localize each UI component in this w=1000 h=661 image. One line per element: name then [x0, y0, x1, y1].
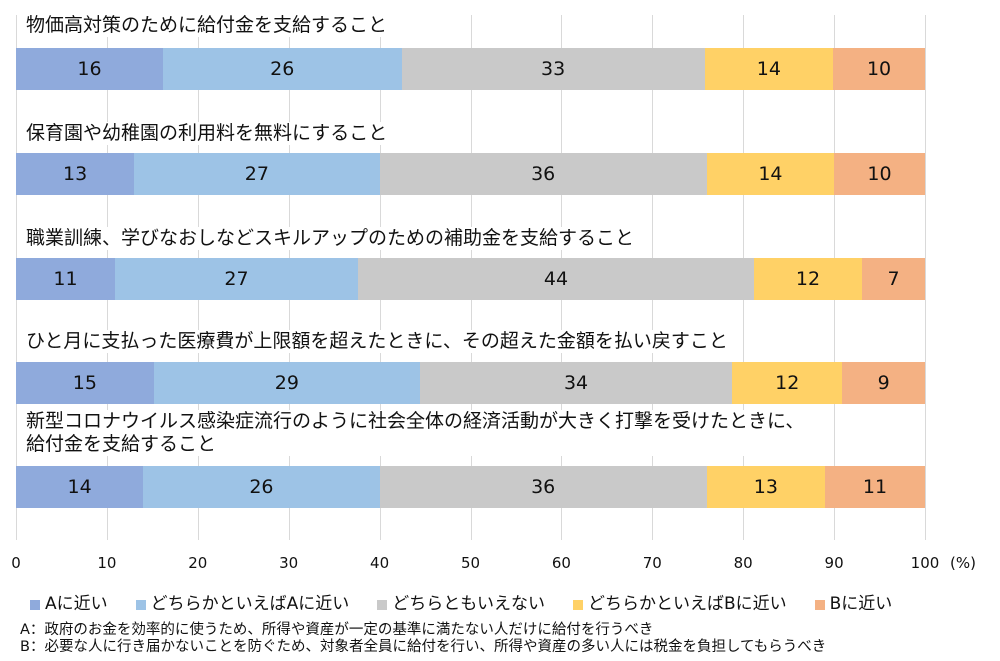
bar-segment: 29	[153, 362, 420, 404]
bar-segment: 27	[115, 258, 358, 300]
x-tick-label: 10	[97, 554, 117, 572]
legend-swatch-icon	[814, 599, 825, 610]
x-tick-label: 90	[824, 554, 844, 572]
bar-segment: 14	[16, 466, 144, 508]
category-label: 保育園や幼稚園の利用料を無料にすること	[26, 122, 392, 145]
stacked-bar: 11 27 44 12 7	[16, 258, 925, 300]
legend-swatch-icon	[572, 599, 583, 610]
legend-label: どちらかといえばAに近い	[150, 594, 350, 614]
legend-swatch-icon	[30, 599, 40, 610]
bar-segment: 36	[379, 466, 707, 508]
x-tick-label: 50	[460, 554, 481, 572]
legend-item: Aに近い	[30, 589, 108, 614]
bar-segment: 12	[754, 258, 862, 300]
bar-segment: 10	[834, 153, 925, 195]
bar-segment: 27	[134, 153, 380, 195]
bar-segment: 14	[706, 153, 835, 195]
bar-segment: 44	[358, 258, 754, 300]
bar-segment: 13	[706, 466, 825, 508]
legend-item: どちらかといえばBに近い	[572, 589, 787, 614]
legend-label: どちらともいえない	[392, 594, 545, 614]
bar-segment: 13	[16, 153, 135, 195]
bar-segment: 11	[824, 466, 925, 508]
legend-label: Aに近い	[45, 594, 108, 614]
legend-item: どちらかといえばAに近い	[135, 589, 350, 614]
bar-segment: 15	[16, 362, 154, 404]
legend: Aに近い どちらかといえばAに近い どちらともいえない どちらかといえばBに近い Bに近…	[30, 589, 920, 614]
stacked-bar: 15 29 34 12 9	[16, 362, 925, 404]
legend-item: Bに近い	[814, 589, 893, 614]
bar-segment: 16	[16, 48, 163, 90]
stacked-bar: 14 26 36 13 11	[16, 466, 925, 508]
category-label: 新型コロナウイルス感染症流行のように社会全体の経済活動が大きく打撃を受けたときに…	[26, 410, 809, 456]
bar-segment: 33	[401, 48, 705, 90]
bar-segment: 10	[833, 48, 925, 90]
bar-segment: 11	[16, 258, 115, 300]
legend-swatch-icon	[135, 599, 146, 610]
bar-segment: 36	[379, 153, 707, 195]
x-tick-label: 70	[642, 554, 662, 572]
x-tick-label: 20	[188, 554, 208, 572]
x-tick-label: 40	[370, 554, 390, 572]
x-tick-label: 60	[551, 554, 571, 572]
legend-label: どちらかといえばBに近い	[587, 594, 787, 614]
category-label: 職業訓練、学びなおしなどスキルアップのための補助金を支給すること	[26, 227, 639, 250]
category-label: ひと月に支払った医療費が上限額を超えたときに、その超えた金額を払い戻すこと	[26, 330, 732, 353]
legend-swatch-icon	[377, 599, 388, 610]
legend-label: Bに近い	[829, 594, 893, 614]
bar-segment: 14	[704, 48, 834, 90]
bar-segment: 26	[143, 466, 380, 508]
bar-segment: 34	[419, 362, 733, 404]
note-a: A：政府のお金を効率的に使うため、所得や資産が一定の基準に満たない人だけに給付を…	[20, 622, 654, 638]
gridline	[925, 15, 926, 540]
bar-segment: 7	[862, 258, 925, 300]
x-tick-label: 80	[733, 554, 753, 572]
bar-segment: 9	[842, 362, 925, 404]
x-tick-label: 100	[910, 554, 940, 572]
stacked-bar: 13 27 36 14 10	[16, 153, 925, 195]
legend-item: どちらともいえない	[377, 589, 545, 614]
bar-segment: 26	[162, 48, 402, 90]
bar-segment: 12	[732, 362, 843, 404]
stacked-bar: 16 26 33 14 10	[16, 48, 925, 90]
x-axis-unit: (%)	[950, 554, 976, 572]
category-label: 物価高対策のために給付金を支給すること	[26, 14, 392, 37]
x-tick-label: 0	[11, 554, 21, 572]
x-tick-label: 30	[279, 554, 299, 572]
note-b: B：必要な人に行き届かないことを防ぐため、対象者全員に給付を行い、所得や資産の多…	[20, 639, 827, 655]
